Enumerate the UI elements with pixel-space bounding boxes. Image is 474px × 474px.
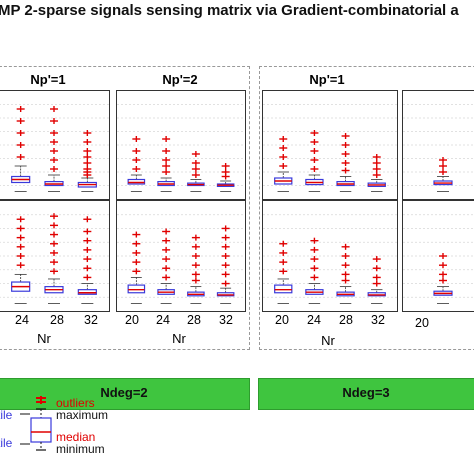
- x-tick: 28: [187, 313, 201, 327]
- boxplot-panel-b3: [262, 200, 398, 312]
- boxplot-svg: [403, 104, 474, 192]
- boxplot-svg: [0, 104, 109, 192]
- page-title: MP 2-sparse signals sensing matrix via G…: [0, 2, 459, 19]
- box: [127, 284, 146, 294]
- x-axis-label: Nr: [172, 331, 186, 346]
- box: [127, 178, 146, 185]
- x-tick: 24: [307, 313, 321, 327]
- legend-tile-top: tile: [0, 408, 13, 422]
- legend-tile-bottom: tile: [0, 436, 13, 450]
- boxplot-panel-a2: [116, 90, 246, 200]
- banner-ndeg3-label: Ndeg=3: [342, 385, 390, 400]
- legend-glyph: [20, 396, 52, 451]
- box: [274, 284, 293, 294]
- boxplot-svg: [263, 214, 397, 304]
- boxplot-svg: [117, 104, 245, 192]
- banner-ndeg2-label: Ndeg=2: [100, 385, 148, 400]
- legend-median: median: [56, 430, 96, 444]
- boxplot-panel-b4: [402, 200, 474, 312]
- banner-ndeg2: [0, 378, 250, 410]
- panel-title-np1-left: Np'=1: [30, 72, 66, 87]
- panel-title-np1-right: Np'=1: [309, 72, 345, 87]
- legend-minimum: minimum: [56, 442, 105, 456]
- boxplot-panel-a4: [116, 200, 246, 312]
- boxplot-svg: [117, 214, 245, 304]
- boxplot-svg: [0, 213, 109, 304]
- x-tick: 32: [84, 313, 98, 327]
- x-tick: 20: [125, 313, 139, 327]
- x-tick: 28: [339, 313, 353, 327]
- x-tick: 20: [275, 313, 289, 327]
- x-axis-label: Nr: [37, 331, 51, 346]
- boxplot-panel-b1: [262, 90, 398, 200]
- group-ndeg2: [0, 66, 250, 350]
- group-ndeg3: [259, 66, 474, 350]
- x-tick: 20: [415, 316, 429, 330]
- boxplot-panel-a1: [0, 90, 110, 200]
- boxplot-svg: [263, 104, 397, 192]
- x-tick: 24: [15, 313, 29, 327]
- boxplot-panel-a3: [0, 200, 110, 312]
- boxplot-panel-b2: [402, 90, 474, 200]
- panel-title-np2-left: Np'=2: [162, 72, 198, 87]
- banner-ndeg3: [258, 378, 474, 410]
- x-tick: 32: [371, 313, 385, 327]
- legend: outliers maximum median minimum tile til…: [0, 394, 150, 464]
- box: [77, 289, 97, 295]
- x-tick: 28: [50, 313, 64, 327]
- boxplot-svg: [403, 214, 474, 304]
- x-tick: 24: [156, 313, 170, 327]
- legend-maximum: maximum: [56, 408, 109, 422]
- legend-outliers: outliers: [56, 396, 95, 410]
- x-tick: 32: [219, 313, 233, 327]
- x-axis-label: Nr: [321, 333, 335, 348]
